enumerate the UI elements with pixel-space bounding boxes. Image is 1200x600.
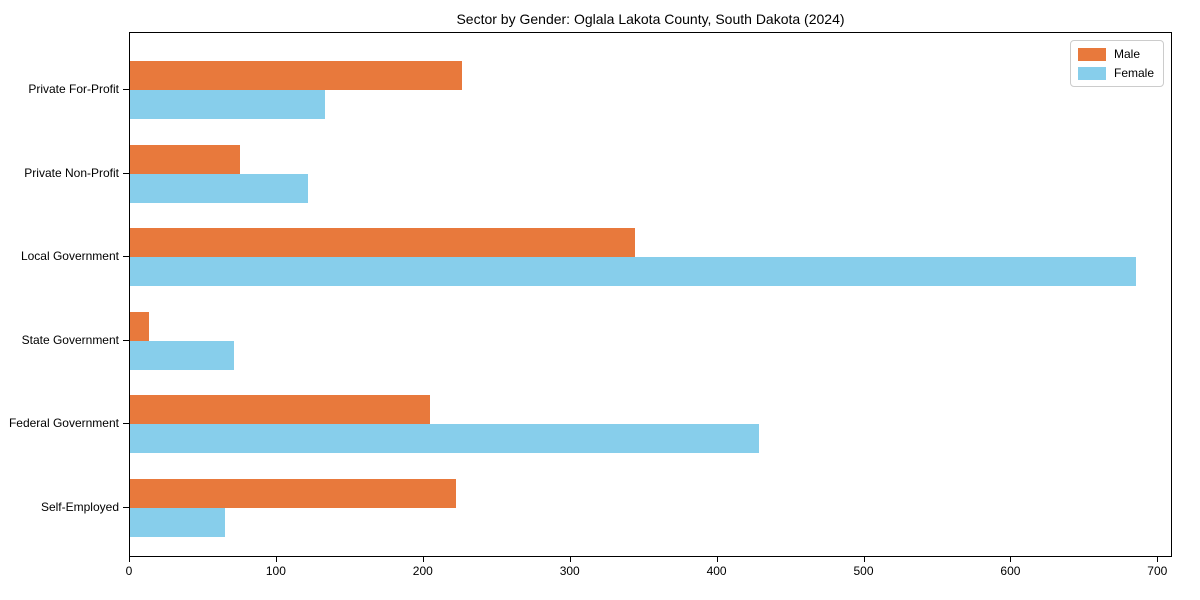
legend-item-male: Male xyxy=(1077,47,1154,61)
legend-swatch-male-icon xyxy=(1077,47,1106,61)
category-label: Private Non-Profit xyxy=(24,165,119,180)
x-tick-label: 600 xyxy=(1000,564,1021,578)
x-tick-label: 500 xyxy=(853,564,874,578)
category-label: Private For-Profit xyxy=(28,82,119,96)
category-label: Federal Government xyxy=(8,416,119,431)
x-tick-mark xyxy=(716,557,718,562)
x-tick-mark xyxy=(422,557,424,562)
x-tick-mark xyxy=(1157,557,1159,562)
bar-male xyxy=(130,228,636,258)
legend: Male Female xyxy=(1069,40,1164,87)
legend-item-female: Female xyxy=(1077,66,1154,80)
category-label: Local Government xyxy=(20,249,119,264)
bar-female xyxy=(130,173,308,203)
y-tick-mark xyxy=(123,339,129,341)
x-tick-mark xyxy=(569,557,571,562)
bar-male xyxy=(130,311,150,341)
x-tick-label: 200 xyxy=(412,564,433,578)
bar-female xyxy=(130,424,759,454)
bar-male xyxy=(130,144,241,174)
x-tick-label: 0 xyxy=(125,564,133,578)
category-label: State Government xyxy=(21,332,119,347)
x-tick-mark xyxy=(863,557,865,562)
x-tick-label: 400 xyxy=(706,564,727,578)
category-label: Self-Employed xyxy=(40,500,119,514)
bar-male xyxy=(130,479,457,508)
bar-female xyxy=(130,508,226,537)
y-tick-mark xyxy=(123,172,129,174)
bar-female xyxy=(130,90,326,119)
bar-female xyxy=(130,340,235,370)
y-tick-mark xyxy=(123,256,129,258)
x-tick-mark xyxy=(1010,557,1012,562)
legend-label-male: Male xyxy=(1113,47,1140,61)
plot-area: Male Female xyxy=(129,32,1172,557)
x-tick-label: 300 xyxy=(559,564,580,578)
bar-female xyxy=(130,257,1137,287)
y-tick-mark xyxy=(123,89,129,90)
x-tick-mark xyxy=(129,557,130,562)
y-tick-mark xyxy=(123,423,129,425)
x-tick-mark xyxy=(275,557,277,562)
legend-label-female: Female xyxy=(1113,66,1154,80)
y-tick-mark xyxy=(123,507,129,508)
x-tick-label: 100 xyxy=(265,564,286,578)
legend-swatch-female-icon xyxy=(1077,66,1106,80)
x-tick-label: 700 xyxy=(1147,564,1168,578)
chart-title: Sector by Gender: Oglala Lakota County, … xyxy=(456,11,845,27)
bar-male xyxy=(130,61,462,90)
bar-male xyxy=(130,395,430,425)
